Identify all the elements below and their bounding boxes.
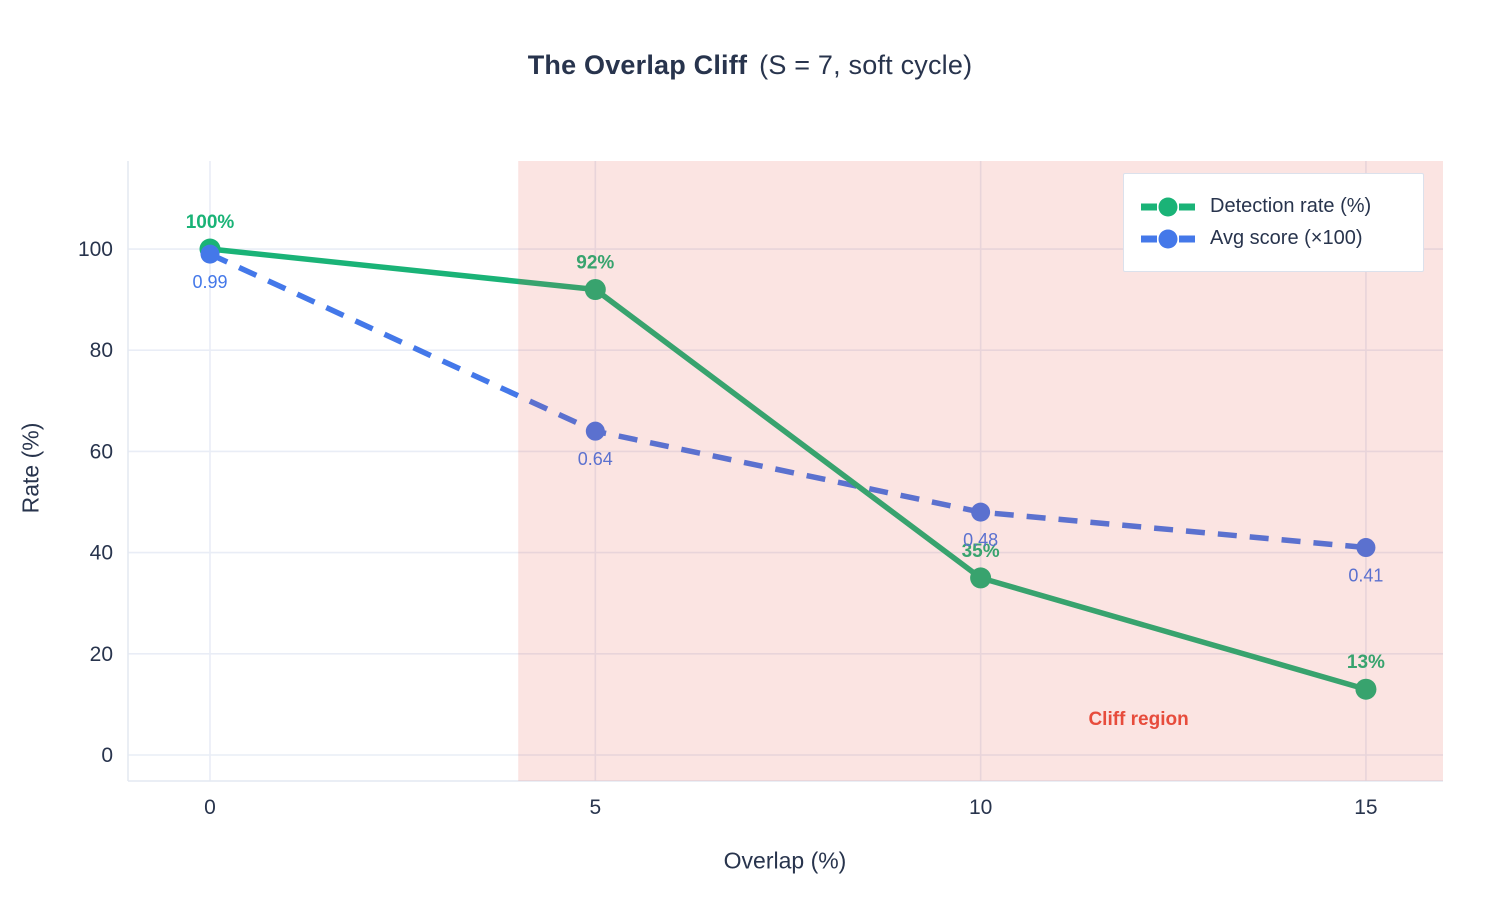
x-tick-label: 10 — [969, 796, 992, 819]
legend-marker-avg-score-icon — [1141, 229, 1195, 248]
point-label-series-1: 0.64 — [578, 449, 613, 469]
point-label-series-0: 100% — [186, 212, 235, 233]
data-point-series-1[interactable] — [585, 421, 605, 441]
point-label-series-1: 0.48 — [963, 530, 998, 550]
data-point-series-1[interactable] — [971, 502, 991, 522]
x-axis-title: Overlap (%) — [723, 847, 847, 874]
data-point-series-1[interactable] — [1356, 538, 1376, 558]
y-tick-label: 0 — [101, 744, 113, 767]
data-point-series-0[interactable] — [584, 279, 606, 301]
point-label-series-0: 92% — [576, 253, 614, 274]
point-label-series-1: 0.41 — [1348, 566, 1383, 586]
chart-title-subtitle: (S = 7, soft cycle) — [759, 50, 973, 80]
series-line-1 — [208, 251, 1367, 551]
point-label-series-1: 0.99 — [192, 272, 227, 292]
x-tick-label: 5 — [589, 796, 601, 819]
series-line-0 — [209, 246, 1367, 692]
legend-item-avg-score[interactable]: Avg score (×100) — [1140, 227, 1423, 250]
y-tick-label: 20 — [90, 643, 113, 666]
y-tick-label: 40 — [90, 542, 113, 565]
legend-label-detection-rate: Detection rate (%) — [1210, 195, 1372, 217]
y-tick-label: 100 — [78, 238, 113, 261]
point-label-series-0: 13% — [1347, 652, 1385, 673]
legend-marker-detection-rate-icon — [1141, 197, 1195, 216]
chart-title: The Overlap Cliff (S = 7, soft cycle) — [0, 50, 1500, 81]
chart-title-main: The Overlap Cliff — [527, 50, 748, 80]
data-point-series-1[interactable] — [200, 244, 220, 264]
point-label-series-0: 35% — [962, 541, 1000, 562]
y-tick-label: 80 — [90, 339, 113, 362]
cliff-region-label: Cliff region — [1088, 709, 1188, 730]
data-point-series-0[interactable] — [1355, 678, 1377, 700]
data-point-series-0[interactable] — [970, 567, 992, 589]
legend-label-avg-score: Avg score (×100) — [1210, 227, 1363, 249]
x-tick-label: 15 — [1354, 796, 1377, 819]
legend: Detection rate (%) Avg score (×100) — [1123, 173, 1424, 272]
y-tick-label: 60 — [90, 440, 113, 463]
legend-item-detection-rate[interactable]: Detection rate (%) — [1140, 195, 1423, 218]
x-tick-label: 0 — [204, 796, 216, 819]
